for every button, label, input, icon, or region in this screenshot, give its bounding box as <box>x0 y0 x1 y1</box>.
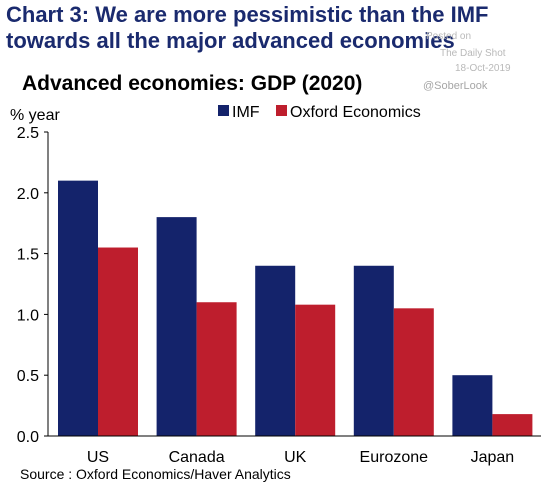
bar-oxford-canada <box>196 302 237 436</box>
x-tick-label-canada: Canada <box>169 449 225 466</box>
header-title-line-1: Chart 3: We are more pessimistic than th… <box>6 2 489 27</box>
legend-label-imf: IMF <box>232 104 260 121</box>
legend-swatch-imf <box>218 105 229 116</box>
x-tick-label-us: US <box>87 449 109 466</box>
y-tick-label: 2.0 <box>17 186 39 203</box>
x-axis-ticks: US Canada UK Eurozone Japan <box>87 449 514 466</box>
bar-oxford-us <box>98 247 138 436</box>
y-tick-label: 1.5 <box>17 247 39 264</box>
bar-oxford-uk <box>295 304 336 436</box>
bar-imf-japan <box>452 375 493 436</box>
x-tick-label-uk: UK <box>284 449 307 466</box>
y-axis-label: % year <box>10 107 60 124</box>
x-tick-label-japan: Japan <box>471 449 515 466</box>
bar-imf-canada <box>156 217 197 436</box>
y-tick-label: 2.5 <box>17 125 39 142</box>
header-title-line-2: towards all the major advanced economies <box>6 28 455 53</box>
y-tick-label: 1.0 <box>17 307 39 324</box>
chart-title: Advanced economies: GDP (2020) <box>22 72 363 95</box>
y-axis-ticks: 0.0 0.5 1.0 1.5 2.0 2.5 <box>17 125 48 446</box>
bar-imf-uk <box>255 265 296 436</box>
watermark-posted-on: Posted on <box>426 31 472 42</box>
y-tick-label: 0.5 <box>17 368 39 385</box>
legend-swatch-oxford <box>276 105 287 116</box>
source-note: Source : Oxford Economics/Haver Analytic… <box>20 466 291 482</box>
x-tick-label-eurozone: Eurozone <box>360 449 429 466</box>
watermark-handle: @SoberLook <box>423 80 488 92</box>
bar-imf-us <box>58 180 98 436</box>
watermark-date: 18-Oct-2019 <box>455 63 511 74</box>
y-tick-label: 0.0 <box>17 429 39 446</box>
chart-header: Chart 3: We are more pessimistic than th… <box>6 2 536 54</box>
watermark-publication: The Daily Shot <box>440 48 506 59</box>
bar-imf-eurozone <box>353 265 394 436</box>
legend-label-oxford: Oxford Economics <box>290 104 421 121</box>
bar-oxford-japan <box>492 414 533 436</box>
bar-oxford-eurozone <box>393 308 434 436</box>
bars-group <box>58 180 533 436</box>
